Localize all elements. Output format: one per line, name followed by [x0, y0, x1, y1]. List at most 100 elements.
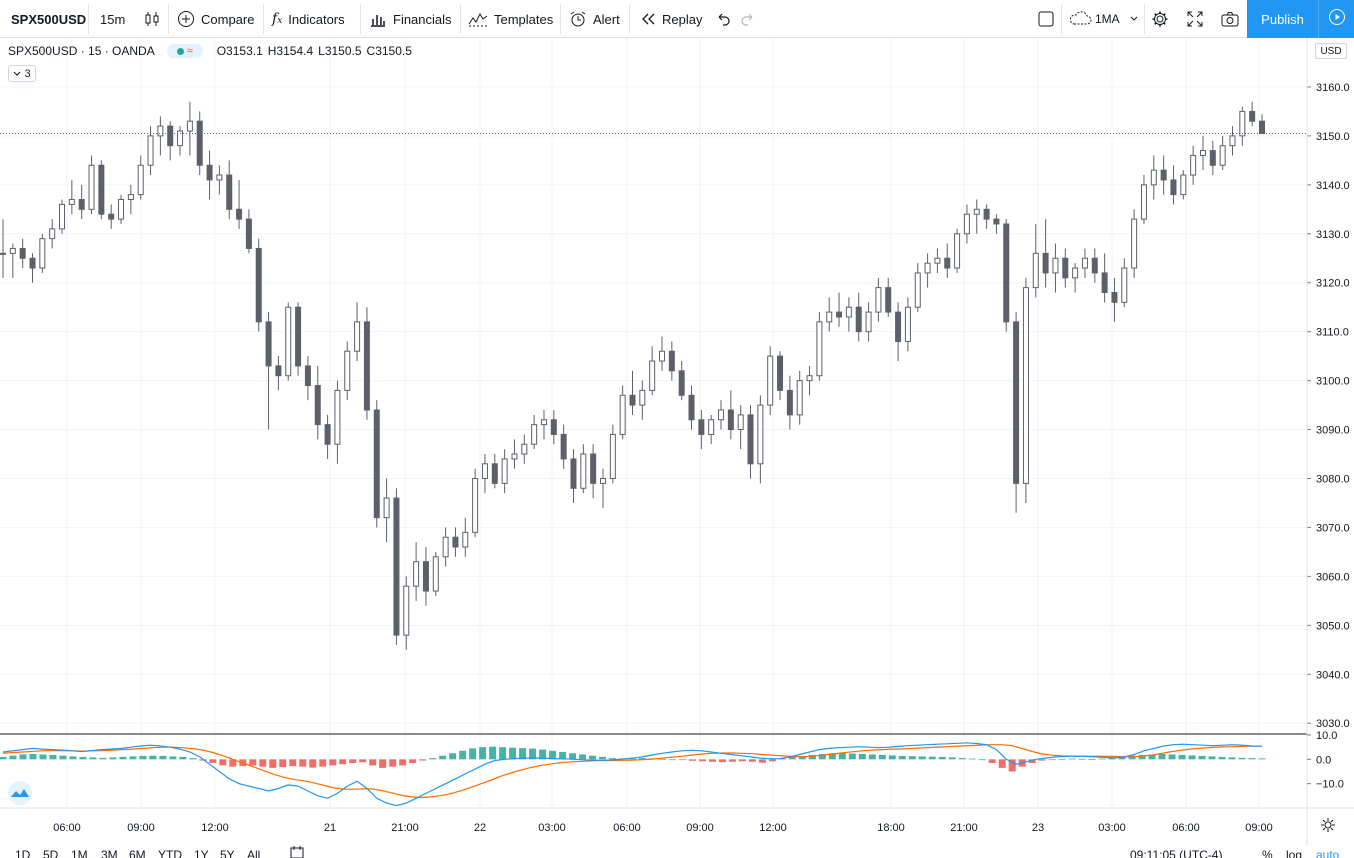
histogram-bar: [958, 758, 966, 760]
range-1y[interactable]: 1Y: [194, 848, 209, 858]
histogram-bar: [499, 747, 507, 760]
undo-button[interactable]: [715, 0, 731, 38]
candle-body: [127, 194, 134, 201]
candle-body: [1111, 292, 1118, 303]
price-tick-label: 3090.0: [1316, 425, 1350, 437]
candle-body: [472, 477, 479, 533]
clock-readout[interactable]: 09:11:05 (UTC-4): [1130, 848, 1223, 858]
divider: [360, 4, 361, 34]
play-button[interactable]: [1318, 0, 1354, 38]
indicators-collapse-button[interactable]: 3: [8, 65, 36, 82]
financials-button[interactable]: Financials: [369, 0, 452, 38]
histogram-bar: [758, 759, 766, 763]
histogram-bar: [1238, 757, 1246, 760]
range-ytd[interactable]: YTD: [158, 848, 182, 858]
histogram-bar: [269, 759, 277, 768]
alert-button[interactable]: Alert: [569, 0, 620, 38]
time-tick-label: 06:00: [613, 822, 641, 834]
candle-body: [373, 409, 380, 519]
candle-body: [29, 257, 36, 269]
price-chart[interactable]: 3160.0 3150.0 3140.0 3130.0 3120.0 3110.0 3100…: [0, 38, 1354, 846]
axes: 3160.0 3150.0 3140.0 3130.0 3120.0 3110.0 3100…: [0, 38, 1354, 846]
histogram-bar: [559, 752, 567, 760]
histogram-bar: [599, 756, 607, 760]
candle-body: [1003, 223, 1010, 323]
log-toggle[interactable]: log: [1286, 848, 1303, 858]
histogram-bar: [898, 755, 906, 760]
undo-icon: [715, 11, 731, 27]
price-tick-label: 3040.0: [1316, 669, 1350, 681]
scale-mask: [1308, 38, 1354, 43]
snapshot-button[interactable]: [1220, 0, 1240, 38]
range-5d[interactable]: 5D: [43, 848, 59, 858]
percent-toggle[interactable]: %: [1262, 848, 1273, 858]
interval-button[interactable]: 15m: [100, 0, 125, 38]
range-all[interactable]: All: [247, 848, 261, 858]
histogram-bar: [1058, 758, 1066, 760]
histogram-bar: [1128, 755, 1136, 760]
fullscreen-button[interactable]: [1186, 0, 1204, 38]
candle-body: [491, 463, 498, 484]
histogram-bar: [19, 754, 27, 760]
histogram-bar: [299, 759, 307, 767]
histogram-bar: [1048, 759, 1056, 761]
candle-body: [226, 174, 233, 210]
candle-body: [137, 164, 144, 196]
chart-style-button[interactable]: [143, 0, 161, 38]
replay-button[interactable]: Replay: [640, 0, 702, 38]
histogram-bar: [69, 756, 77, 760]
histogram-bar: [519, 748, 527, 760]
calendar-icon[interactable]: [290, 846, 304, 858]
price-tick-label: 3120.0: [1316, 278, 1350, 290]
high-value: H3154.4: [267, 44, 314, 58]
templates-button[interactable]: Templates: [468, 0, 553, 38]
compare-button[interactable]: Compare: [177, 0, 254, 38]
histogram-bar: [808, 754, 816, 760]
market-status-badge[interactable]: ≈: [166, 44, 203, 58]
publish-button[interactable]: Publish: [1247, 0, 1318, 38]
candle-body: [462, 531, 469, 548]
candle-body: [324, 424, 331, 445]
indicator-template-button[interactable]: 1MA: [1068, 0, 1138, 38]
candle-body: [78, 199, 85, 210]
range-1d[interactable]: 1D: [15, 848, 31, 858]
histogram-bar: [1038, 759, 1046, 761]
currency-tag[interactable]: USD: [1315, 43, 1347, 59]
layout-button[interactable]: [1037, 0, 1055, 38]
range-5y[interactable]: 5Y: [220, 848, 235, 858]
histogram-bar: [609, 758, 617, 760]
symbol-search[interactable]: SPX500USD: [11, 0, 91, 38]
price-tick-label: 3060.0: [1316, 571, 1350, 583]
settings-button[interactable]: [1151, 0, 1169, 38]
candle-body: [393, 497, 400, 636]
collapse-count: 3: [24, 67, 31, 80]
histogram-bar: [1168, 754, 1176, 760]
compare-label: Compare: [201, 11, 255, 27]
range-3m[interactable]: 3M: [101, 848, 118, 858]
time-tick-label: 21:00: [391, 822, 419, 834]
candle-body: [708, 419, 715, 435]
histogram-bar: [998, 759, 1006, 768]
range-6m[interactable]: 6M: [129, 848, 146, 858]
histogram-bar: [129, 756, 137, 760]
indicators-button[interactable]: fx Indicators: [272, 0, 345, 38]
histogram-bar: [968, 758, 976, 760]
alert-label: Alert: [593, 11, 620, 27]
histogram-bar: [798, 755, 806, 760]
histogram-bar: [509, 747, 517, 760]
histogram-bar: [838, 753, 846, 760]
histogram-bar: [529, 748, 537, 760]
candle-body: [855, 306, 862, 333]
redo-button[interactable]: [740, 0, 756, 38]
histogram-bar: [159, 755, 167, 760]
auto-toggle[interactable]: auto: [1316, 848, 1340, 858]
alarm-clock-icon: [569, 10, 587, 28]
open-value: O3153.1: [216, 44, 263, 58]
histogram-bar: [419, 759, 427, 761]
macd-line: [2, 742, 1263, 807]
candle-body: [442, 536, 449, 558]
candle-body: [403, 585, 410, 636]
range-1m[interactable]: 1M: [71, 848, 88, 858]
histogram-bar: [728, 759, 736, 762]
candle-body: [1091, 257, 1098, 274]
